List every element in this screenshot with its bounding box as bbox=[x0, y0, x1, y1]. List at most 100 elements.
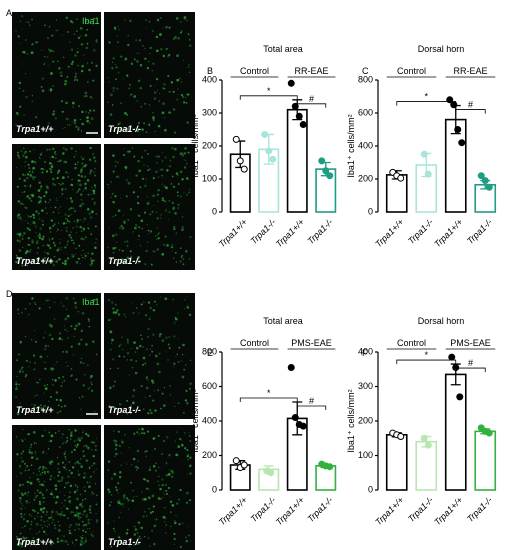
cell-dot bbox=[75, 511, 77, 513]
cell-dot bbox=[43, 470, 46, 474]
cell-dot bbox=[65, 16, 68, 20]
cell-dot bbox=[69, 434, 73, 437]
cell-dot bbox=[41, 209, 44, 212]
cell-dot bbox=[51, 383, 54, 386]
cell-dot bbox=[48, 441, 50, 443]
cell-dot bbox=[129, 83, 131, 86]
cell-dot bbox=[180, 30, 183, 32]
cell-dot bbox=[32, 508, 35, 512]
cell-dot bbox=[63, 452, 66, 455]
cell-dot bbox=[147, 537, 149, 539]
cell-dot bbox=[88, 477, 90, 479]
cell-dot bbox=[61, 110, 64, 113]
cell-dot bbox=[34, 492, 36, 494]
cell-dot bbox=[179, 152, 183, 156]
cell-dot bbox=[140, 334, 142, 337]
cell-dot bbox=[15, 30, 17, 33]
cell-dot bbox=[177, 445, 181, 448]
cell-dot bbox=[23, 513, 26, 516]
cell-dot bbox=[50, 219, 53, 222]
cell-dot bbox=[166, 435, 169, 439]
cell-dot bbox=[156, 362, 160, 366]
cell-dot bbox=[46, 355, 48, 357]
cell-dot bbox=[115, 443, 118, 447]
cell-dot bbox=[23, 191, 26, 193]
cell-dot bbox=[24, 197, 26, 199]
cell-dot bbox=[85, 343, 88, 346]
cell-dot bbox=[19, 466, 21, 469]
cell-dot bbox=[46, 470, 49, 473]
cell-dot bbox=[30, 338, 33, 341]
cell-dot bbox=[175, 172, 179, 175]
cell-dot bbox=[56, 361, 58, 363]
cell-dot bbox=[146, 487, 149, 490]
cell-dot bbox=[23, 184, 27, 188]
cell-dot bbox=[80, 540, 83, 543]
cell-dot bbox=[77, 161, 79, 163]
cell-dot bbox=[155, 78, 159, 81]
cell-dot bbox=[64, 246, 67, 249]
cell-dot bbox=[25, 536, 28, 540]
cell-dot bbox=[47, 121, 50, 125]
cell-dot bbox=[163, 117, 166, 119]
cell-dot bbox=[64, 328, 67, 331]
cell-dot bbox=[134, 465, 138, 469]
cell-dot bbox=[46, 212, 48, 215]
cell-dot bbox=[136, 100, 139, 102]
data-point bbox=[481, 177, 489, 185]
cell-dot bbox=[65, 161, 68, 164]
cell-dot bbox=[115, 488, 119, 492]
cell-dot bbox=[27, 237, 31, 240]
cell-dot bbox=[141, 128, 144, 131]
cell-dot bbox=[85, 537, 87, 539]
cell-dot bbox=[65, 442, 67, 444]
cell-dot bbox=[156, 49, 159, 53]
cell-dot bbox=[155, 518, 158, 521]
cell-dot bbox=[147, 153, 149, 155]
cell-dot bbox=[76, 489, 78, 491]
cell-dot bbox=[22, 173, 25, 176]
cell-dot bbox=[65, 361, 67, 364]
cell-dot bbox=[77, 36, 81, 40]
cell-dot bbox=[70, 62, 74, 66]
cell-dot bbox=[79, 512, 81, 514]
cell-dot bbox=[66, 365, 69, 367]
cell-dot bbox=[174, 520, 176, 522]
row-label: RR-EAE bbox=[2, 190, 12, 224]
cell-dot bbox=[167, 75, 170, 78]
cell-dot bbox=[129, 260, 131, 262]
cell-dot bbox=[161, 160, 164, 162]
bar bbox=[385, 433, 408, 491]
cell-dot bbox=[94, 444, 97, 447]
cell-dot bbox=[130, 347, 132, 350]
cell-dot bbox=[92, 22, 94, 24]
cell-dot bbox=[23, 537, 26, 540]
genotype-label: Trpa1-/- bbox=[108, 537, 141, 547]
cell-dot bbox=[63, 454, 65, 456]
cell-dot bbox=[111, 301, 114, 304]
cell-dot bbox=[40, 404, 42, 407]
cell-dot bbox=[27, 222, 29, 224]
cell-dot bbox=[81, 513, 84, 516]
cell-dot bbox=[16, 476, 18, 478]
cell-dot bbox=[44, 55, 46, 58]
cell-dot bbox=[109, 386, 112, 390]
cell-dot bbox=[123, 355, 125, 358]
significance-bracket bbox=[239, 95, 298, 100]
cell-dot bbox=[159, 487, 162, 491]
cell-dot bbox=[149, 354, 151, 356]
cell-dot bbox=[94, 247, 96, 249]
cell-dot bbox=[41, 49, 43, 51]
cell-dot bbox=[126, 359, 128, 361]
cell-dot bbox=[79, 361, 83, 364]
cell-dot bbox=[83, 54, 85, 56]
cell-dot bbox=[70, 200, 74, 203]
cell-dot bbox=[145, 314, 147, 317]
cell-dot bbox=[112, 86, 116, 90]
micrograph bbox=[104, 293, 195, 419]
cell-dot bbox=[19, 20, 22, 22]
micrograph bbox=[12, 425, 101, 550]
cell-dot bbox=[78, 439, 82, 442]
cell-dot bbox=[153, 85, 155, 87]
cell-dot bbox=[177, 194, 179, 197]
